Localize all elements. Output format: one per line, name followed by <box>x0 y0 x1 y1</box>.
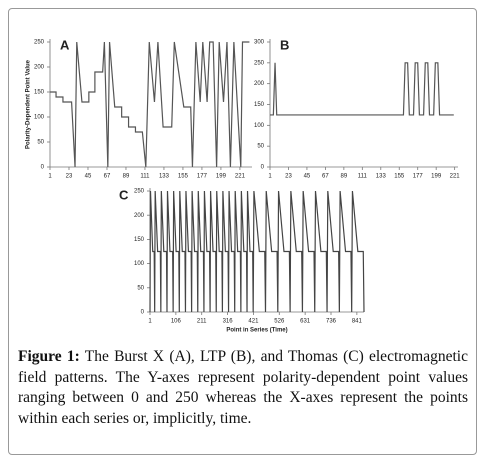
y-tick-label: 50 <box>137 285 144 291</box>
y-tick-label: 50 <box>37 140 44 146</box>
panel-letter: B <box>280 37 289 52</box>
x-tick-label: 221 <box>450 174 461 180</box>
x-tick-label: 111 <box>140 174 150 180</box>
x-tick-label: 177 <box>413 174 424 180</box>
y-tick-label: 250 <box>254 60 265 66</box>
y-tick-label: 100 <box>34 115 45 121</box>
x-tick-label: 841 <box>352 319 363 325</box>
data-line <box>149 190 365 313</box>
y-tick-label: 300 <box>254 40 265 46</box>
y-tick-label: 200 <box>134 213 145 219</box>
x-tick-label: 526 <box>274 319 285 325</box>
figure-frame <box>8 8 477 455</box>
x-tick-label: 89 <box>341 174 348 180</box>
y-axis-label: Polarity-Dependent Point Value <box>26 59 32 149</box>
x-tick-label: 155 <box>394 174 405 180</box>
y-tick-label: 150 <box>34 90 45 96</box>
caption: Figure 1: The Burst X (A), LTP (B), and … <box>18 347 468 429</box>
x-tick-label: 1 <box>148 319 152 325</box>
x-tick-label: 316 <box>223 319 234 325</box>
caption-label: Figure 1: <box>18 348 80 365</box>
x-tick-label: 23 <box>285 174 292 180</box>
x-tick-label: 23 <box>66 174 73 180</box>
y-tick-label: 150 <box>134 237 145 243</box>
data-line <box>50 41 250 168</box>
y-tick-label: 200 <box>254 81 265 87</box>
y-tick-label: 100 <box>254 123 265 129</box>
x-tick-label: 111 <box>358 174 368 180</box>
x-tick-label: 199 <box>216 174 227 180</box>
x-tick-label: 67 <box>322 174 329 180</box>
x-tick-label: 133 <box>376 174 387 180</box>
y-tick-label: 100 <box>134 261 145 267</box>
x-tick-label: 106 <box>171 319 182 325</box>
y-tick-label: 250 <box>34 40 45 46</box>
panel-letter: A <box>60 37 70 52</box>
x-tick-label: 177 <box>197 174 208 180</box>
x-tick-label: 133 <box>159 174 170 180</box>
x-tick-label: 1 <box>48 174 52 180</box>
x-tick-label: 89 <box>123 174 130 180</box>
x-tick-label: 155 <box>178 174 189 180</box>
x-tick-label: 421 <box>248 319 259 325</box>
y-tick-label: 0 <box>41 165 45 171</box>
y-tick-label: 150 <box>254 102 265 108</box>
x-tick-label: 67 <box>104 174 111 180</box>
y-tick-label: 0 <box>261 165 265 171</box>
x-axis-label: Point in Series (Time) <box>226 328 287 334</box>
y-tick-label: 50 <box>257 144 264 150</box>
panel-letter: C <box>119 187 129 202</box>
x-tick-label: 199 <box>431 174 442 180</box>
x-tick-label: 45 <box>85 174 92 180</box>
x-tick-label: 631 <box>300 319 311 325</box>
x-tick-label: 211 <box>197 319 207 325</box>
x-tick-label: 736 <box>326 319 337 325</box>
x-tick-label: 221 <box>235 174 246 180</box>
y-tick-label: 250 <box>134 189 145 195</box>
x-tick-label: 1 <box>268 174 272 180</box>
data-line <box>270 62 454 116</box>
y-tick-label: 0 <box>141 310 145 316</box>
caption-text: The Burst X (A), LTP (B), and Thomas (C)… <box>18 348 468 427</box>
x-tick-label: 45 <box>304 174 311 180</box>
y-tick-label: 200 <box>34 65 45 71</box>
